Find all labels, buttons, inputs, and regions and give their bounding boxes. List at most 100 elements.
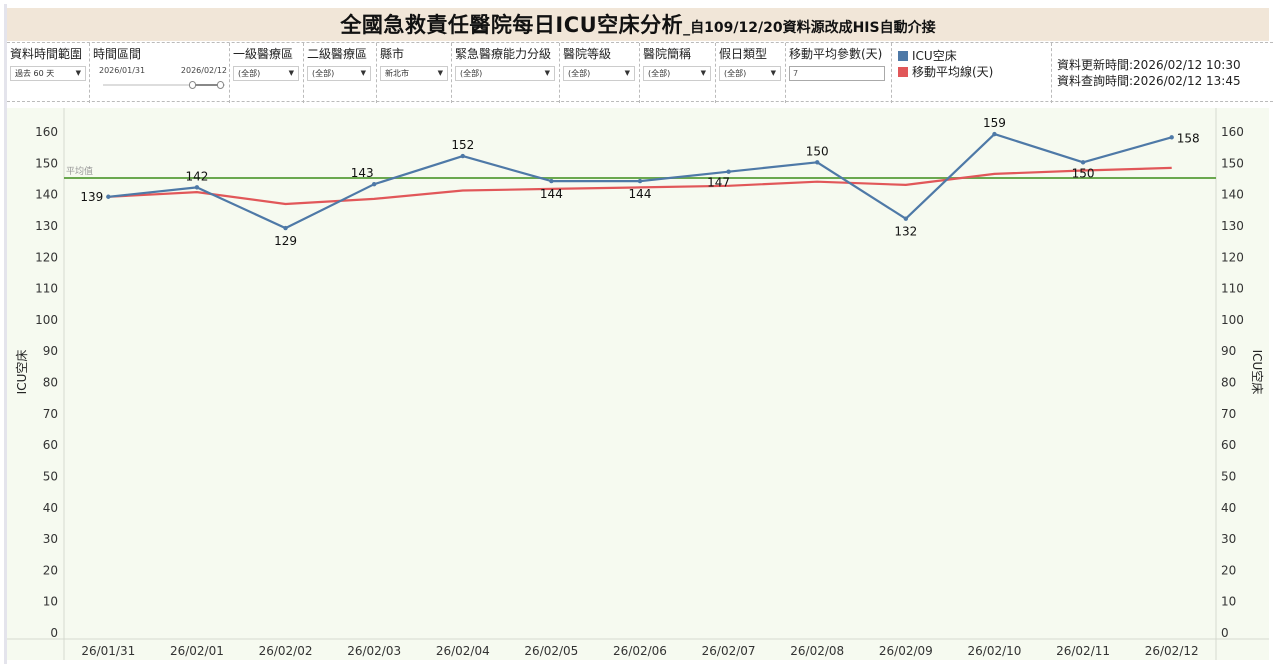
select-value: (全部) xyxy=(312,69,335,78)
y-tick-right: 140 xyxy=(1221,188,1244,202)
y-tick-left: 110 xyxy=(35,282,58,296)
slider-start-handle[interactable] xyxy=(189,81,196,89)
icu-data-point[interactable] xyxy=(283,225,288,231)
y-tick-left: 150 xyxy=(35,156,58,170)
legend-label: 移動平均線(天) xyxy=(912,65,994,79)
y-tick-left: 10 xyxy=(43,595,58,609)
filter-hospital-level: 醫院等級 (全部) ▼ xyxy=(560,43,640,103)
data-label: 144 xyxy=(629,187,652,201)
y-tick-right: 40 xyxy=(1221,501,1236,515)
legend-item-moving-avg[interactable]: 移動平均線(天) xyxy=(898,64,1048,80)
time-range-select[interactable]: 過去 60 天 ▼ xyxy=(10,66,86,81)
x-tick-label: 26/02/09 xyxy=(879,644,933,658)
y-tick-left: 0 xyxy=(50,626,58,640)
icu-data-point[interactable] xyxy=(637,178,643,184)
icu-data-point[interactable] xyxy=(726,169,731,174)
y-tick-left: 90 xyxy=(43,344,58,358)
icu-data-point[interactable] xyxy=(815,160,820,165)
data-label: 147 xyxy=(707,176,730,190)
select-value: (全部) xyxy=(460,69,483,78)
page-subtitle: _自109/12/20資料源改成HIS自動介接 xyxy=(683,20,936,36)
filter-label: 移動平均參數(天) xyxy=(789,47,883,61)
y-tick-left: 60 xyxy=(43,438,58,452)
x-tick-label: 26/02/06 xyxy=(613,644,667,658)
filter-date-interval: 時間區間 2026/01/31 2026/02/12 xyxy=(90,43,230,103)
y-tick-right: 50 xyxy=(1221,469,1236,483)
y-tick-right: 100 xyxy=(1221,313,1244,327)
slider-end-date: 2026/02/12 xyxy=(180,66,227,75)
select-value: (全部) xyxy=(648,69,671,78)
slider-end-handle[interactable] xyxy=(217,81,224,89)
filter-county: 縣市 新北市 ▼ xyxy=(377,43,452,103)
y-tick-right: 60 xyxy=(1221,438,1236,452)
select-value: (全部) xyxy=(724,69,747,78)
dropdown-arrow-icon: ▼ xyxy=(544,69,550,77)
filter-bar: 資料時間範圍 過去 60 天 ▼ 時間區間 2026/01/31 2026/02/… xyxy=(7,42,1273,103)
select-value: 新北市 xyxy=(385,69,409,78)
dropdown-arrow-icon: ▼ xyxy=(770,69,776,77)
filter-label: 緊急醫療能力分級 xyxy=(455,47,552,61)
legend-swatch-blue-icon xyxy=(898,51,908,61)
y-tick-left: 120 xyxy=(35,250,58,264)
data-label: 129 xyxy=(274,234,297,248)
slider-start-date: 2026/01/31 xyxy=(99,66,146,75)
x-tick-label: 26/02/11 xyxy=(1056,644,1110,658)
emergency-capability-select[interactable]: (全部) ▼ xyxy=(455,66,555,81)
page-title: 全國急救責任醫院每日ICU空床分析 xyxy=(340,13,684,37)
level1-region-select[interactable]: (全部) ▼ xyxy=(233,66,299,81)
x-tick-label: 26/02/05 xyxy=(524,644,578,658)
y-tick-right: 70 xyxy=(1221,407,1236,421)
filter-label: 假日類型 xyxy=(719,47,768,61)
y-tick-right: 0 xyxy=(1221,626,1229,640)
date-range-slider[interactable] xyxy=(103,81,225,89)
x-tick-label: 26/02/12 xyxy=(1145,644,1199,658)
y-tick-left: 50 xyxy=(43,469,58,483)
icu-data-point[interactable] xyxy=(194,185,200,190)
filter-label: 資料時間範圍 xyxy=(10,47,83,61)
filter-label: 醫院簡稱 xyxy=(643,47,692,61)
info-panel: 資料更新時間:2026/02/12 10:30 資料查詢時間:2026/02/1… xyxy=(1052,43,1273,103)
x-tick-label: 26/02/04 xyxy=(436,644,490,658)
select-value: (全部) xyxy=(568,69,591,78)
y-tick-left: 20 xyxy=(43,563,58,577)
x-tick-label: 26/02/03 xyxy=(347,644,401,658)
icu-data-point[interactable] xyxy=(460,153,465,159)
y-tick-right: 10 xyxy=(1221,595,1236,609)
y-tick-right: 120 xyxy=(1221,250,1244,264)
dropdown-arrow-icon: ▼ xyxy=(624,69,630,77)
icu-data-point[interactable] xyxy=(903,216,909,221)
icu-data-point[interactable] xyxy=(371,182,377,187)
icu-data-point[interactable] xyxy=(106,194,111,199)
y-tick-left: 100 xyxy=(35,313,58,327)
query-time: 資料查詢時間:2026/02/12 13:45 xyxy=(1057,74,1241,88)
y-tick-right: 90 xyxy=(1221,344,1236,358)
hospital-level-select[interactable]: (全部) ▼ xyxy=(563,66,635,81)
icu-data-point[interactable] xyxy=(549,178,554,184)
y-tick-left: 80 xyxy=(43,376,58,390)
legend-item-icu[interactable]: ICU空床 xyxy=(898,48,1048,64)
hospital-name-select[interactable]: (全部) ▼ xyxy=(643,66,711,81)
data-label: 150 xyxy=(806,144,829,158)
y-tick-right: 160 xyxy=(1221,125,1244,139)
county-select[interactable]: 新北市 ▼ xyxy=(380,66,448,81)
icu-data-point[interactable] xyxy=(1169,135,1174,140)
slider-rail xyxy=(103,84,225,86)
y-tick-left: 30 xyxy=(43,532,58,546)
data-label: 150 xyxy=(1072,166,1095,180)
holiday-type-select[interactable]: (全部) ▼ xyxy=(719,66,781,81)
data-label: 132 xyxy=(894,225,917,239)
icu-data-point[interactable] xyxy=(1080,160,1086,165)
icu-data-point[interactable] xyxy=(992,131,997,137)
x-tick-label: 26/02/01 xyxy=(170,644,224,658)
moving-avg-input[interactable]: 7 xyxy=(789,66,885,81)
filter-label: 一級醫療區 xyxy=(233,47,294,61)
level2-region-select[interactable]: (全部) ▼ xyxy=(307,66,371,81)
x-tick-label: 26/02/10 xyxy=(968,644,1022,658)
filter-moving-avg-param: 移動平均參數(天) 7 xyxy=(786,43,892,103)
dashboard-frame xyxy=(4,4,1276,664)
update-time: 資料更新時間:2026/02/12 10:30 xyxy=(1057,58,1241,72)
y-tick-right: 80 xyxy=(1221,376,1236,390)
filter-emergency-capability: 緊急醫療能力分級 (全部) ▼ xyxy=(452,43,560,103)
filter-holiday-type: 假日類型 (全部) ▼ xyxy=(716,43,786,103)
filter-level1-region: 一級醫療區 (全部) ▼ xyxy=(230,43,304,103)
